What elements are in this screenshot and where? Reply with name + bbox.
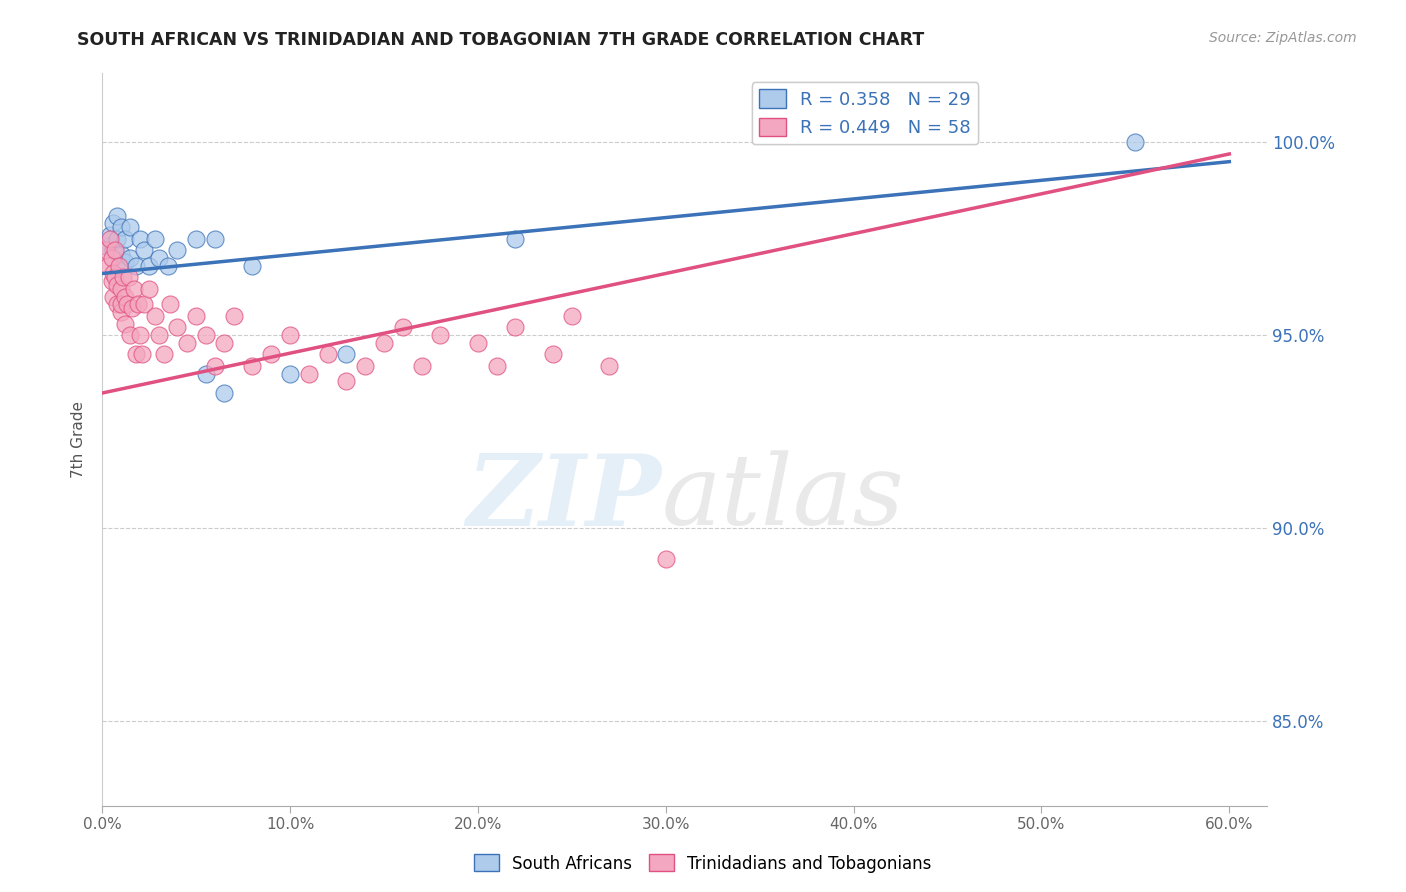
Point [110, 220, 132, 235]
Y-axis label: 7th Grade: 7th Grade [72, 401, 86, 478]
Point [110, 282, 132, 296]
Point [128, 328, 150, 343]
Point [204, 359, 226, 373]
Point [128, 232, 150, 246]
Text: Source: ZipAtlas.com: Source: ZipAtlas.com [1209, 31, 1357, 45]
Point [125, 347, 148, 361]
Point [298, 367, 321, 381]
Point [655, 551, 678, 566]
Point [103, 290, 125, 304]
Point [114, 255, 136, 269]
Point [110, 297, 132, 311]
Point [122, 282, 145, 296]
Point [485, 359, 508, 373]
Text: atlas: atlas [661, 450, 904, 546]
Legend: South Africans, Trinidadians and Tobagonians: South Africans, Trinidadians and Tobagon… [467, 847, 939, 880]
Point [125, 259, 148, 273]
Point [335, 375, 357, 389]
Point [114, 232, 136, 246]
Point [278, 367, 301, 381]
Point [108, 259, 131, 273]
Point [127, 297, 149, 311]
Point [505, 232, 527, 246]
Point [148, 328, 170, 343]
Point [467, 335, 489, 350]
Point [541, 347, 564, 361]
Point [335, 347, 357, 361]
Point [186, 232, 208, 246]
Point [222, 309, 245, 323]
Point [186, 309, 208, 323]
Point [105, 297, 128, 311]
Point [100, 251, 122, 265]
Point [132, 244, 155, 258]
Point [120, 251, 142, 265]
Point [117, 270, 139, 285]
Point [103, 267, 125, 281]
Point [505, 320, 527, 334]
Point [97, 259, 120, 273]
Point [114, 317, 136, 331]
Point [94, 239, 117, 253]
Text: SOUTH AFRICAN VS TRINIDADIAN AND TOBAGONIAN 7TH GRADE CORRELATION CHART: SOUTH AFRICAN VS TRINIDADIAN AND TOBAGON… [77, 31, 925, 49]
Point [156, 259, 179, 273]
Point [98, 227, 121, 242]
Point [131, 347, 153, 361]
Point [120, 328, 142, 343]
Point [176, 335, 198, 350]
Legend: R = 0.358   N = 29, R = 0.449   N = 58: R = 0.358 N = 29, R = 0.449 N = 58 [752, 82, 979, 145]
Point [103, 244, 125, 258]
Point [115, 297, 138, 311]
Point [153, 347, 176, 361]
Point [138, 259, 160, 273]
Point [316, 347, 339, 361]
Point [143, 232, 166, 246]
Point [391, 320, 413, 334]
Point [429, 328, 451, 343]
Point [143, 309, 166, 323]
Point [561, 309, 583, 323]
Point [278, 328, 301, 343]
Point [214, 335, 236, 350]
Point [98, 232, 121, 246]
Point [100, 274, 122, 288]
Point [242, 359, 264, 373]
Point [214, 386, 236, 401]
Point [194, 328, 217, 343]
Point [104, 244, 127, 258]
Point [1125, 136, 1147, 150]
Text: ZIP: ZIP [467, 450, 661, 546]
Point [194, 367, 217, 381]
Point [204, 232, 226, 246]
Point [105, 232, 128, 246]
Point [260, 347, 283, 361]
Point [120, 220, 142, 235]
Point [105, 209, 128, 223]
Point [242, 259, 264, 273]
Point [148, 251, 170, 265]
Point [94, 244, 117, 258]
Point [121, 301, 143, 316]
Point [105, 278, 128, 293]
Point [138, 282, 160, 296]
Point [411, 359, 433, 373]
Point [166, 244, 188, 258]
Point [110, 247, 132, 261]
Point [132, 297, 155, 311]
Point [159, 297, 181, 311]
Point [166, 320, 188, 334]
Point [110, 305, 132, 319]
Point [373, 335, 395, 350]
Point [114, 290, 136, 304]
Point [354, 359, 377, 373]
Point [103, 216, 125, 230]
Point [111, 270, 134, 285]
Point [104, 270, 127, 285]
Point [598, 359, 620, 373]
